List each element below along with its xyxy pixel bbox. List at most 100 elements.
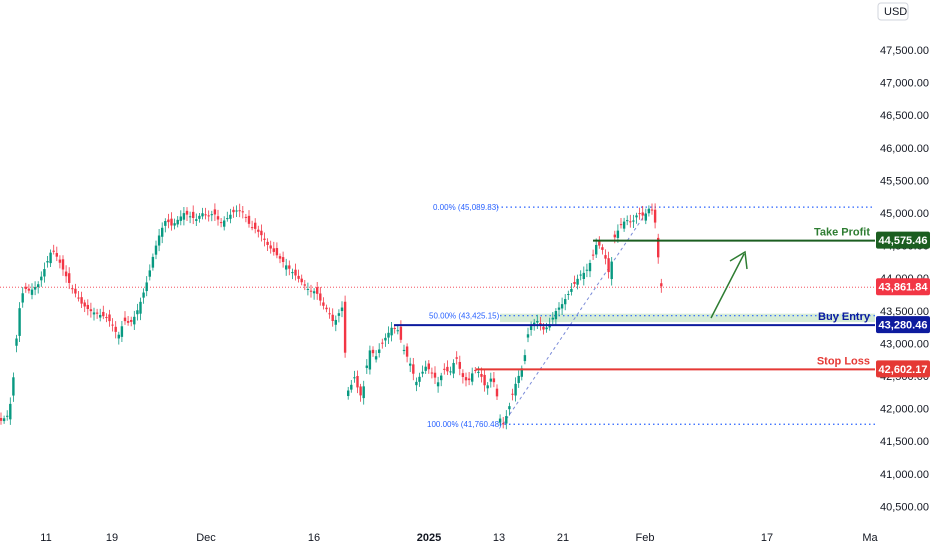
candle-body	[418, 376, 421, 382]
candle-body	[390, 327, 393, 336]
candle-body	[43, 269, 46, 277]
candle-body	[92, 312, 96, 315]
candle-body	[207, 215, 210, 217]
candle-body	[443, 368, 446, 370]
candle-body	[235, 210, 238, 212]
candle-body	[427, 363, 430, 370]
candle-body	[223, 220, 226, 227]
candle-body	[250, 227, 254, 229]
candle-body	[585, 269, 589, 271]
candle-body	[95, 312, 99, 314]
level-annotation: Take Profit	[814, 227, 870, 239]
candle-body	[210, 214, 213, 216]
candle-body	[461, 373, 465, 377]
fib-level-label: 100.00% (41,760.48)	[427, 420, 502, 429]
candle-body	[46, 261, 49, 263]
candle-body	[402, 349, 406, 351]
candle-body	[312, 291, 316, 294]
candle-body	[126, 321, 130, 323]
fib-level-label: 50.00% (43,425.15)	[429, 312, 500, 321]
candle-body	[511, 393, 514, 395]
level-price-label: 43,280.46	[879, 320, 928, 332]
projection-arrow	[710, 253, 745, 319]
candle-body	[381, 342, 384, 344]
candle-body	[219, 222, 223, 224]
x-tick-label: 16	[308, 532, 320, 544]
candle-body	[619, 224, 623, 226]
candle-body	[542, 326, 545, 330]
candle-body	[161, 227, 164, 237]
level-price-badge	[876, 316, 930, 334]
candle-body	[449, 371, 452, 373]
candle-body	[505, 416, 508, 424]
candle-body	[0, 417, 3, 421]
candle-body	[489, 378, 492, 382]
candle-body	[195, 219, 198, 221]
candle-body	[356, 375, 359, 388]
buy-zone	[500, 313, 875, 323]
candle-body	[80, 297, 83, 304]
candle-body	[588, 262, 592, 272]
candle-body	[440, 375, 443, 381]
candle-body	[409, 363, 412, 366]
currency-badge[interactable]	[877, 2, 909, 21]
candle-body	[424, 366, 427, 371]
candle-body	[64, 271, 68, 277]
x-tick-label: 17	[761, 532, 773, 544]
candle-body	[421, 371, 424, 374]
candle-body	[21, 293, 24, 303]
x-tick-label: 21	[557, 532, 569, 544]
candle-body	[2, 418, 6, 422]
candle-body	[170, 218, 173, 226]
candle-body	[185, 210, 189, 215]
candle-body	[74, 288, 77, 294]
price-labels: 44,575.46 43,280.46 42,602.17 43,861.84	[876, 231, 930, 378]
candle-body	[495, 388, 499, 397]
level-price-label: 44,575.46	[879, 235, 928, 247]
candle-body	[452, 362, 455, 374]
candle-body	[71, 288, 74, 290]
candle-body	[257, 229, 260, 232]
candle-body	[458, 361, 461, 369]
candle-body	[347, 390, 350, 397]
candle-body	[514, 383, 517, 396]
candle-body	[6, 415, 9, 417]
y-tick-label: 47,000.00	[880, 78, 929, 90]
candle-body	[554, 311, 558, 320]
candle-body	[471, 373, 474, 382]
candle-body	[340, 307, 344, 312]
candle-body	[607, 258, 610, 273]
candle-body	[337, 313, 341, 316]
candle-body	[263, 238, 266, 240]
candle-body	[638, 213, 641, 215]
y-tick-label: 46,000.00	[880, 143, 929, 155]
candle-body	[77, 297, 80, 299]
candle-body	[474, 369, 477, 371]
candle-body	[635, 215, 638, 218]
candle-body	[201, 213, 204, 217]
candle-body	[613, 234, 616, 238]
candle-body	[291, 272, 294, 274]
candle-body	[371, 349, 375, 354]
candle-body	[145, 282, 148, 292]
candle-body	[433, 372, 437, 378]
candle-body	[328, 313, 331, 315]
candle-body	[58, 259, 62, 263]
candle-body	[350, 384, 353, 390]
candle-body	[260, 230, 263, 236]
candle-body	[334, 319, 337, 325]
candle-body	[595, 244, 598, 255]
candle-body	[560, 304, 564, 309]
candle-body	[33, 287, 37, 290]
candle-body	[378, 349, 381, 353]
candle-body	[526, 334, 530, 338]
candle-body	[12, 377, 15, 396]
candle-body	[362, 386, 365, 399]
candle-body	[455, 357, 458, 359]
y-tick-label: 45,500.00	[880, 175, 929, 187]
overlays: 0.00% (45,089.83) 50.00% (43,425.15) 100.0…	[0, 203, 875, 429]
candle-body	[508, 406, 511, 410]
level-annotation: Stop Loss	[817, 355, 870, 367]
candle-body	[164, 221, 167, 226]
